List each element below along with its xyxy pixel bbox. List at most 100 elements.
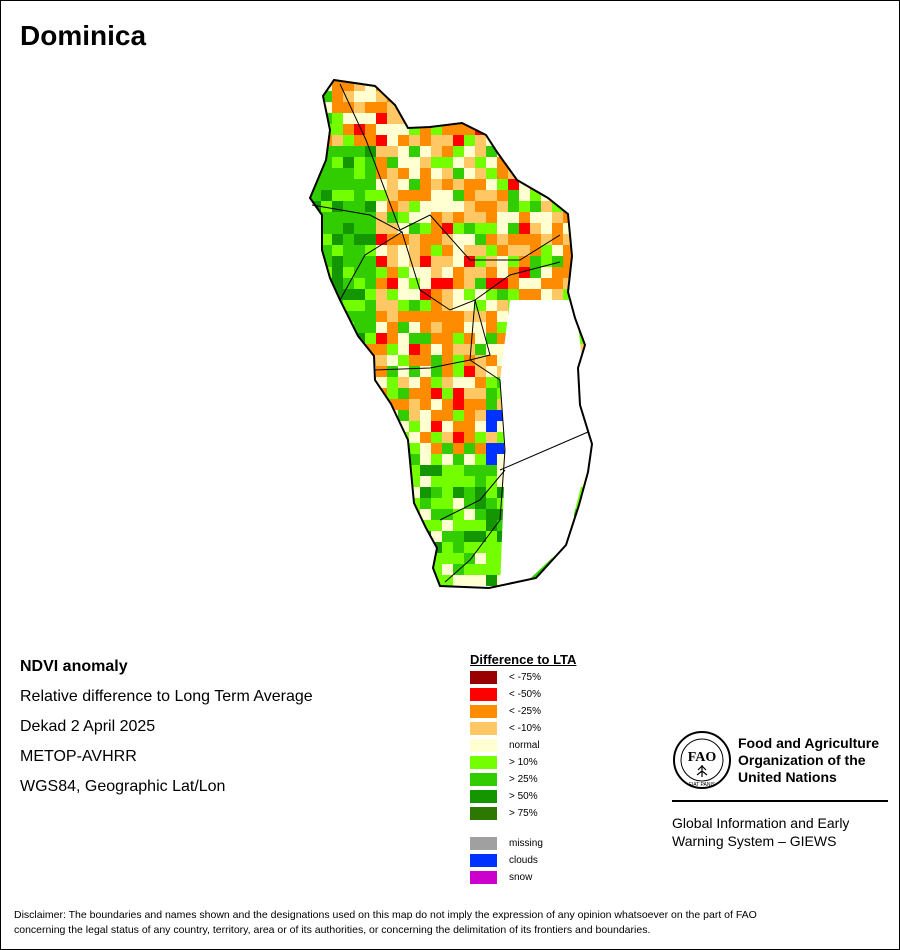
ndvi-pixel bbox=[398, 267, 409, 278]
ndvi-pixel bbox=[431, 465, 442, 476]
ndvi-pixel bbox=[354, 410, 365, 421]
ndvi-pixel bbox=[442, 278, 453, 289]
ndvi-pixel bbox=[387, 399, 398, 410]
ndvi-pixel bbox=[343, 355, 354, 366]
ndvi-pixel bbox=[486, 509, 497, 520]
legend-label: > 25% bbox=[509, 774, 538, 785]
ndvi-pixel bbox=[475, 498, 486, 509]
ndvi-pixel bbox=[475, 542, 486, 553]
ndvi-pixel bbox=[332, 179, 343, 190]
ndvi-pixel bbox=[387, 531, 398, 542]
ndvi-pixel bbox=[464, 553, 475, 564]
giews-name: Global Information and Early Warning Sys… bbox=[672, 814, 849, 850]
ndvi-pixel bbox=[365, 322, 376, 333]
ndvi-pixel bbox=[453, 355, 464, 366]
ndvi-pixel bbox=[431, 388, 442, 399]
ndvi-pixel bbox=[574, 564, 585, 575]
ndvi-pixel bbox=[453, 377, 464, 388]
ndvi-pixel bbox=[541, 234, 552, 245]
ndvi-pixel bbox=[574, 190, 585, 201]
ndvi-pixel bbox=[464, 575, 475, 586]
ndvi-pixel bbox=[343, 113, 354, 124]
ndvi-pixel bbox=[409, 575, 420, 586]
ndvi-pixel bbox=[475, 300, 486, 311]
ndvi-pixel bbox=[508, 157, 519, 168]
ndvi-pixel bbox=[497, 234, 508, 245]
ndvi-pixel bbox=[409, 344, 420, 355]
ndvi-pixel bbox=[398, 311, 409, 322]
ndvi-pixel bbox=[453, 234, 464, 245]
ndvi-pixel bbox=[409, 421, 420, 432]
ndvi-pixel bbox=[398, 377, 409, 388]
ndvi-pixel bbox=[530, 113, 541, 124]
ndvi-pixel bbox=[475, 465, 486, 476]
ndvi-pixel bbox=[420, 322, 431, 333]
ndvi-pixel bbox=[574, 278, 585, 289]
ndvi-pixel bbox=[497, 509, 508, 520]
ndvi-pixel bbox=[376, 531, 387, 542]
legend-swatch bbox=[470, 837, 497, 850]
ndvi-pixel bbox=[475, 377, 486, 388]
ndvi-pixel bbox=[453, 410, 464, 421]
ndvi-pixel bbox=[420, 487, 431, 498]
ndvi-pixel bbox=[376, 465, 387, 476]
ndvi-pixel bbox=[343, 212, 354, 223]
ndvi-pixel bbox=[475, 443, 486, 454]
ndvi-pixel bbox=[310, 113, 321, 124]
ndvi-pixel bbox=[310, 432, 321, 443]
ndvi-pixel bbox=[453, 575, 464, 586]
ndvi-pixel bbox=[365, 102, 376, 113]
ndvi-pixel bbox=[431, 190, 442, 201]
ndvi-pixel bbox=[354, 432, 365, 443]
ndvi-pixel bbox=[530, 256, 541, 267]
ndvi-pixel bbox=[486, 102, 497, 113]
ndvi-pixel bbox=[431, 80, 442, 91]
ndvi-pixel bbox=[310, 245, 321, 256]
ndvi-pixel bbox=[497, 91, 508, 102]
ndvi-pixel bbox=[387, 322, 398, 333]
ndvi-pixel bbox=[563, 234, 574, 245]
ndvi-pixel bbox=[497, 256, 508, 267]
ndvi-pixel bbox=[376, 509, 387, 520]
ndvi-map bbox=[308, 78, 594, 590]
ndvi-pixel bbox=[519, 245, 530, 256]
ndvi-pixel bbox=[376, 245, 387, 256]
ndvi-pixel bbox=[409, 366, 420, 377]
ndvi-pixel bbox=[365, 201, 376, 212]
ndvi-pixel bbox=[574, 146, 585, 157]
ndvi-pixel bbox=[420, 300, 431, 311]
ndvi-pixel bbox=[431, 212, 442, 223]
ndvi-pixel bbox=[530, 124, 541, 135]
ndvi-pixel bbox=[310, 410, 321, 421]
ndvi-pixel bbox=[343, 487, 354, 498]
legend-swatch bbox=[470, 671, 497, 684]
ndvi-pixel bbox=[442, 102, 453, 113]
ndvi-pixel bbox=[365, 564, 376, 575]
ndvi-pixel bbox=[453, 476, 464, 487]
ndvi-pixel bbox=[354, 476, 365, 487]
ndvi-pixel bbox=[442, 113, 453, 124]
ndvi-pixel bbox=[398, 476, 409, 487]
ndvi-pixel bbox=[343, 278, 354, 289]
ndvi-pixel bbox=[486, 498, 497, 509]
ndvi-pixel bbox=[475, 520, 486, 531]
ndvi-pixel bbox=[398, 509, 409, 520]
ndvi-pixel bbox=[365, 311, 376, 322]
ndvi-pixel bbox=[310, 542, 321, 553]
ndvi-pixel bbox=[497, 454, 508, 465]
ndvi-pixel bbox=[398, 168, 409, 179]
ndvi-pixel bbox=[343, 344, 354, 355]
ndvi-pixel bbox=[420, 377, 431, 388]
ndvi-pixel bbox=[332, 410, 343, 421]
ndvi-pixel bbox=[376, 553, 387, 564]
ndvi-pixel bbox=[464, 201, 475, 212]
ndvi-pixel bbox=[497, 190, 508, 201]
ndvi-pixel bbox=[332, 355, 343, 366]
ndvi-pixel bbox=[464, 333, 475, 344]
ndvi-pixel bbox=[442, 245, 453, 256]
ndvi-pixel bbox=[497, 487, 508, 498]
ndvi-pixel bbox=[365, 113, 376, 124]
legend-swatch bbox=[470, 871, 497, 884]
ndvi-pixel bbox=[475, 421, 486, 432]
product-name: NDVI anomaly bbox=[20, 658, 128, 675]
